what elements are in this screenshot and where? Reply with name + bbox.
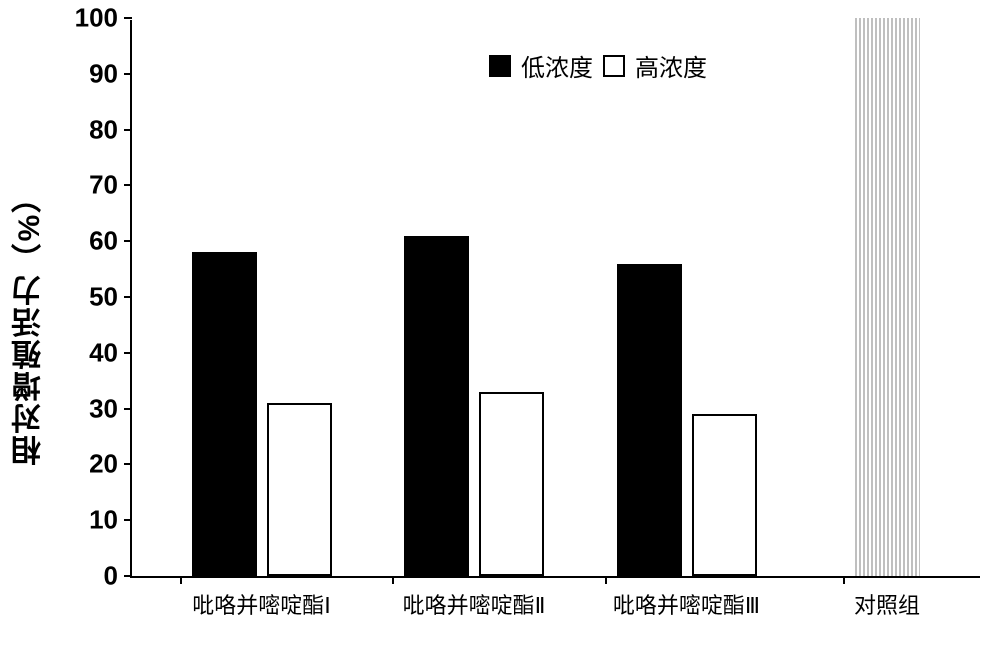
x-axis-label: 吡咯并嘧啶酯Ⅱ (403, 588, 546, 620)
y-tick-mark (124, 17, 132, 19)
legend-label-high: 高浓度 (635, 48, 707, 83)
y-tick-mark (124, 129, 132, 131)
plot-area: 低浓度 高浓度 0102030405060708090100吡咯并嘧啶酯Ⅰ吡咯并… (130, 20, 980, 578)
bar-solid (192, 252, 257, 576)
y-tick-mark (124, 73, 132, 75)
x-axis-label: 对照组 (854, 588, 920, 620)
bar-hollow (479, 392, 544, 576)
legend: 低浓度 高浓度 (489, 48, 707, 83)
legend-swatch-low (489, 55, 511, 77)
x-tick-mark (843, 576, 845, 584)
bar-hollow (692, 414, 757, 576)
bar-solid (617, 264, 682, 576)
x-tick-mark (392, 576, 394, 584)
chart-container: 相对增殖活力（%） 低浓度 高浓度 0102030405060708090100… (0, 0, 1000, 646)
y-tick-mark (124, 184, 132, 186)
y-tick-mark (124, 463, 132, 465)
bar-hatched (855, 18, 920, 576)
y-tick-mark (124, 575, 132, 577)
y-tick-mark (124, 519, 132, 521)
y-axis-title: 相对增殖活力（%） (8, 181, 52, 466)
legend-label-low: 低浓度 (521, 48, 593, 83)
bar-solid (404, 236, 469, 576)
x-axis-label: 吡咯并嘧啶酯Ⅲ (613, 588, 760, 620)
x-axis-label: 吡咯并嘧啶酯Ⅰ (192, 588, 331, 620)
y-tick-mark (124, 240, 132, 242)
y-tick-mark (124, 352, 132, 354)
y-tick-mark (124, 408, 132, 410)
y-tick-mark (124, 296, 132, 298)
legend-swatch-high (603, 55, 625, 77)
x-tick-mark (180, 576, 182, 584)
x-tick-mark (605, 576, 607, 584)
bar-hollow (267, 403, 332, 576)
